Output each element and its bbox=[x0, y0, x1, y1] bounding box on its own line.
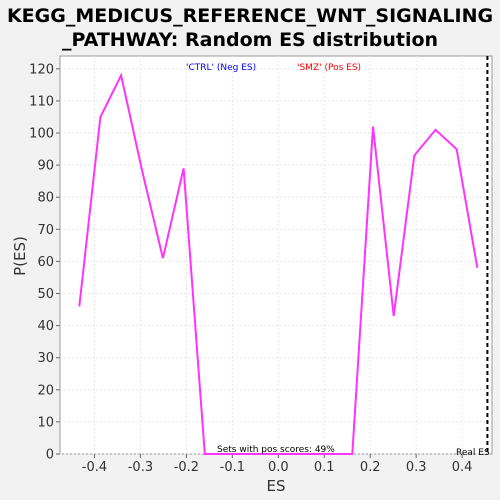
x-tick-label: 0.4 bbox=[452, 460, 473, 475]
y-tick-label: 60 bbox=[37, 255, 54, 270]
y-tick-label: 50 bbox=[37, 287, 54, 302]
x-tick-label: 0.2 bbox=[360, 460, 381, 475]
y-tick-label: 30 bbox=[37, 351, 54, 366]
legend-pos-es: 'SMZ' (Pos ES) bbox=[297, 63, 361, 73]
y-tick-label: 20 bbox=[37, 383, 54, 398]
x-tick-label: -0.2 bbox=[174, 460, 199, 475]
plot-area bbox=[60, 56, 492, 454]
legend-neg-es: 'CTRL' (Neg ES) bbox=[186, 63, 256, 73]
x-tick-label: -0.1 bbox=[220, 460, 245, 475]
chart-title-line-2: _PATHWAY: Random ES distribution bbox=[62, 29, 438, 51]
sets-with-pos-scores-note: Sets with pos scores: 49% bbox=[217, 445, 335, 455]
x-tick-label: 0.3 bbox=[406, 460, 427, 475]
y-tick-label: 10 bbox=[37, 415, 54, 430]
y-axis-label: P(ES) bbox=[11, 236, 29, 276]
y-tick-label: 70 bbox=[37, 223, 54, 238]
y-tick-label: 90 bbox=[37, 159, 54, 174]
x-tick-label: -0.3 bbox=[128, 460, 153, 475]
y-axis-ticks: 0 10 20 30 40 50 60 70 80 90 100 110 120 bbox=[29, 62, 60, 462]
y-tick-label: 40 bbox=[37, 319, 54, 334]
y-tick-label: 100 bbox=[29, 127, 54, 142]
y-tick-label: 80 bbox=[37, 191, 54, 206]
x-tick-label: -0.4 bbox=[82, 460, 107, 475]
chart-title-line-1: KEGG_MEDICUS_REFERENCE_WNT_SIGNALING bbox=[7, 5, 493, 27]
real-es-label: Real ES bbox=[456, 448, 490, 458]
x-axis-ticks: -0.4 -0.3 -0.2 -0.1 0.0 0.1 0.2 0.3 0.4 bbox=[82, 454, 473, 475]
x-tick-label: 0.1 bbox=[314, 460, 335, 475]
y-tick-label: 110 bbox=[29, 94, 54, 109]
x-tick-label: 0.0 bbox=[268, 460, 289, 475]
x-axis-label: ES bbox=[267, 477, 286, 495]
y-tick-label: 0 bbox=[46, 448, 54, 463]
y-tick-label: 120 bbox=[29, 62, 54, 77]
